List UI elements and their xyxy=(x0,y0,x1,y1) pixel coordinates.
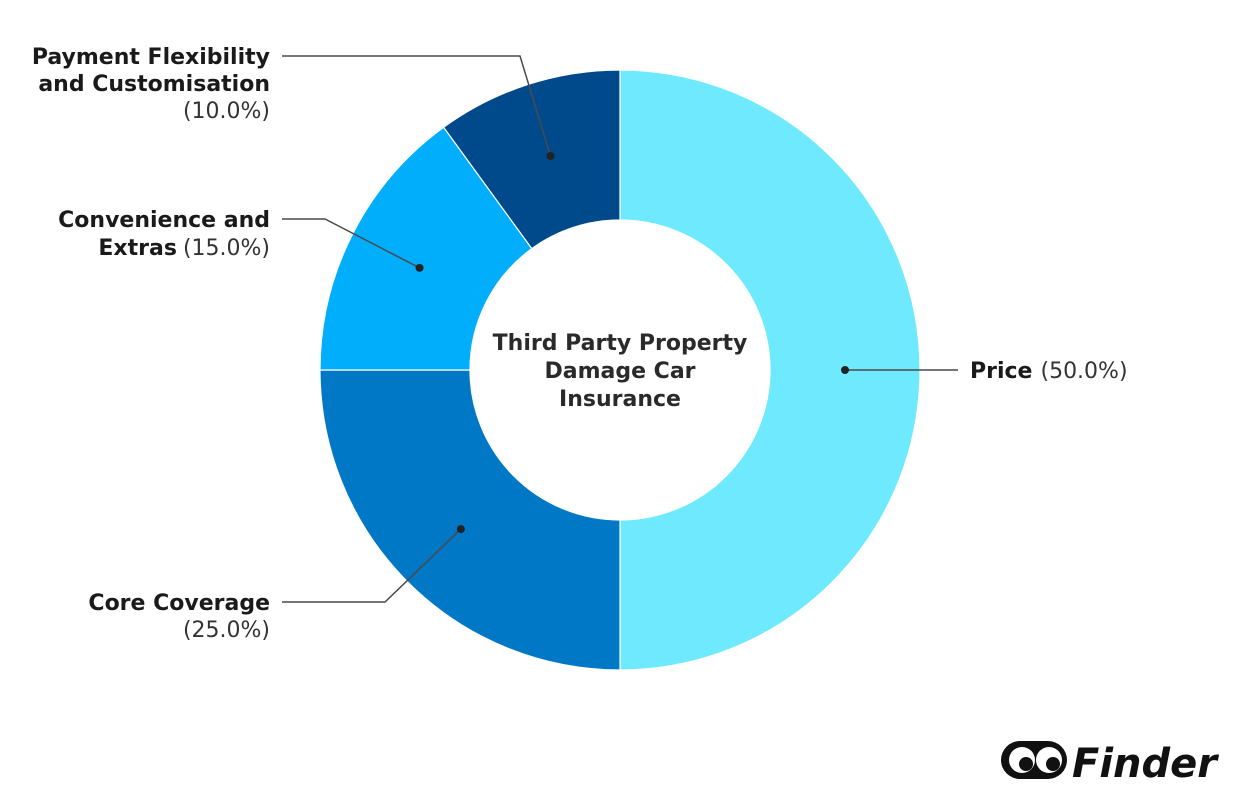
slice-price xyxy=(619,69,921,671)
labels-group: Price (50.0%) Core Coverage (25.0%) Convenie… xyxy=(32,45,1128,643)
slice-core-coverage xyxy=(319,369,621,671)
chart-title: Third Party Property Damage Car Insurance xyxy=(493,331,748,412)
leader-dot-payment-flexibility-and-customisation xyxy=(546,152,555,161)
label-price: Price (50.0%) xyxy=(970,359,1128,384)
leaders-group xyxy=(282,55,958,603)
label-core-coverage: Core Coverage (25.0%) xyxy=(88,591,270,643)
leader-line-core-coverage xyxy=(282,528,462,603)
brand-logo: Finder xyxy=(1001,741,1219,787)
leader-dot-price xyxy=(841,366,849,374)
leader-dot-core-coverage xyxy=(456,525,465,534)
label-convenience-and-extras: Convenience and Extras (15.0%) xyxy=(58,208,270,261)
finder-eyes-icon xyxy=(1001,741,1067,779)
label-payment-flexibility-and-customisation: Payment Flexibility and Customisation (10.… xyxy=(32,45,270,124)
slice-convenience-and-extras xyxy=(319,126,533,371)
leader-dot-convenience-and-extras xyxy=(415,263,424,272)
slice-payment-flexibility-and-customisation xyxy=(442,69,621,250)
label-line-2: Extras (15.0%) xyxy=(98,236,270,261)
leader-line-convenience-and-extras xyxy=(282,218,420,269)
brand-logo-text: Finder xyxy=(1072,741,1219,787)
label-line-1: Convenience and xyxy=(58,208,270,233)
slices-group xyxy=(319,69,921,671)
leader-line-payment-flexibility-and-customisation xyxy=(282,55,552,157)
